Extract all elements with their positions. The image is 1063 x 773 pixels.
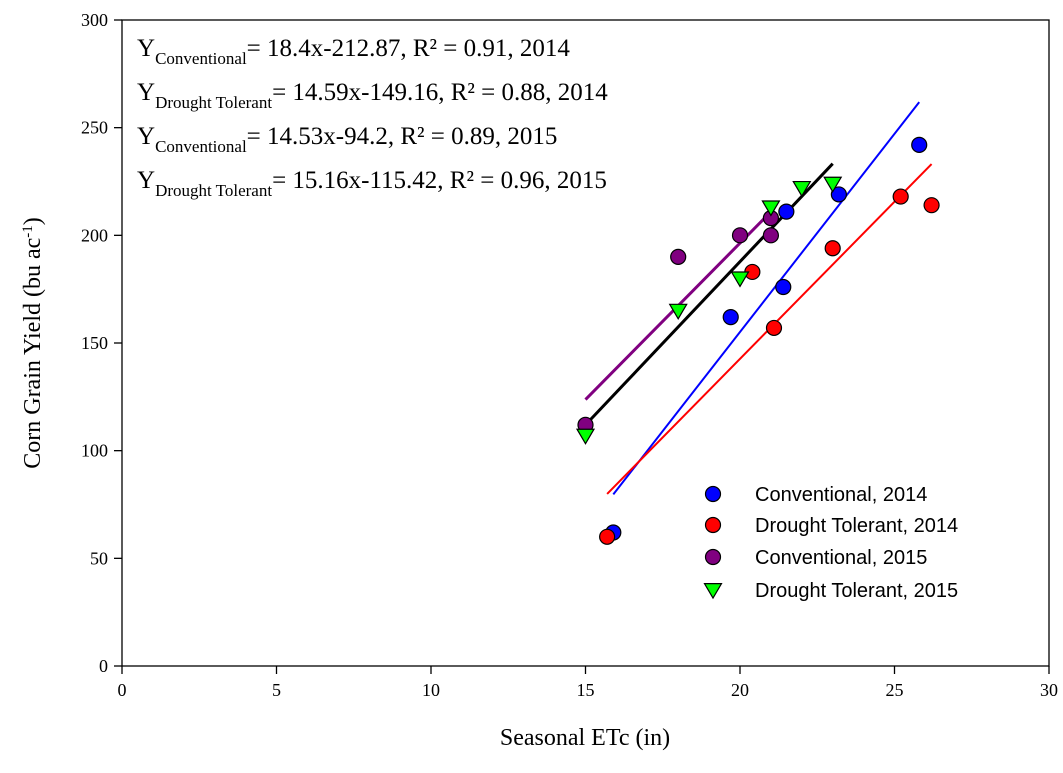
data-point bbox=[765, 319, 783, 337]
data-point bbox=[599, 528, 616, 545]
legend-entry: Drought Tolerant, 2015 bbox=[755, 580, 958, 602]
y-tick-label: 100 bbox=[81, 441, 108, 461]
x-tick-label: 0 bbox=[118, 680, 127, 700]
data-point bbox=[824, 240, 841, 257]
x-axis: 0 5 10 15 20 25 30 bbox=[118, 666, 1058, 700]
y-tick-label: 250 bbox=[81, 118, 108, 138]
legend-marker bbox=[704, 516, 722, 534]
x-axis-label: Seasonal ETc (in) bbox=[500, 725, 670, 751]
x-tick-label: 25 bbox=[886, 680, 904, 700]
y-axis-label-end: ) bbox=[20, 217, 46, 225]
regression-equation: YDrought Tolerant= 14.59x-149.16, R² = 0… bbox=[137, 79, 608, 112]
data-point bbox=[730, 271, 750, 288]
data-point bbox=[830, 186, 847, 203]
data-point bbox=[670, 248, 687, 265]
y-tick-label: 150 bbox=[81, 333, 108, 353]
regression-equation: YDrought Tolerant= 15.16x-115.42, R² = 0… bbox=[137, 167, 607, 200]
fit-line bbox=[612, 101, 921, 496]
data-point bbox=[762, 227, 780, 244]
legend-entry: Drought Tolerant, 2014 bbox=[755, 515, 958, 537]
data-point bbox=[823, 176, 843, 193]
data-point bbox=[775, 278, 792, 296]
legend: Conventional, 2014 Drought Tolerant, 2014… bbox=[703, 484, 958, 602]
y-tick-label: 200 bbox=[81, 225, 108, 245]
x-tick-label: 5 bbox=[272, 680, 281, 700]
legend-marker bbox=[703, 583, 723, 600]
legend-marker bbox=[704, 548, 722, 566]
legend-entry: Conventional, 2014 bbox=[755, 484, 927, 506]
data-point bbox=[722, 309, 739, 326]
y-axis: 0 50 100 150 200 250 300 bbox=[81, 10, 122, 676]
fit-line bbox=[584, 162, 834, 426]
legend-entry: Conventional, 2015 bbox=[755, 547, 927, 569]
regression-equation: YConventional= 14.53x-94.2, R² = 0.89, 2… bbox=[137, 123, 557, 156]
regression-equation: YConventional= 18.4x-212.87, R² = 0.91, … bbox=[137, 35, 570, 68]
fit-lines bbox=[584, 101, 933, 496]
legend-marker bbox=[704, 485, 722, 503]
regression-equations: YConventional= 18.4x-212.87, R² = 0.91, … bbox=[137, 35, 608, 200]
data-point bbox=[668, 303, 688, 320]
y-tick-label: 50 bbox=[90, 548, 108, 568]
y-tick-label: 0 bbox=[99, 656, 108, 676]
data-point bbox=[911, 136, 928, 153]
y-axis-label-main: Corn Grain Yield (bu ac bbox=[20, 238, 46, 469]
data-markers bbox=[575, 136, 940, 545]
data-point bbox=[923, 197, 940, 214]
plot-frame bbox=[121, 19, 1050, 667]
y-axis-label-sup: -1 bbox=[20, 225, 36, 238]
x-tick-label: 10 bbox=[422, 680, 440, 700]
data-point bbox=[575, 428, 596, 445]
data-point bbox=[892, 188, 909, 205]
data-point bbox=[778, 203, 795, 220]
x-tick-label: 20 bbox=[731, 680, 749, 700]
y-axis-label: Corn Grain Yield (bu ac-1) bbox=[20, 217, 46, 469]
x-tick-label: 30 bbox=[1040, 680, 1058, 700]
x-tick-label: 15 bbox=[577, 680, 595, 700]
y-tick-label: 300 bbox=[81, 10, 108, 30]
data-point bbox=[792, 180, 812, 198]
data-point bbox=[761, 200, 781, 217]
data-point bbox=[731, 227, 749, 244]
